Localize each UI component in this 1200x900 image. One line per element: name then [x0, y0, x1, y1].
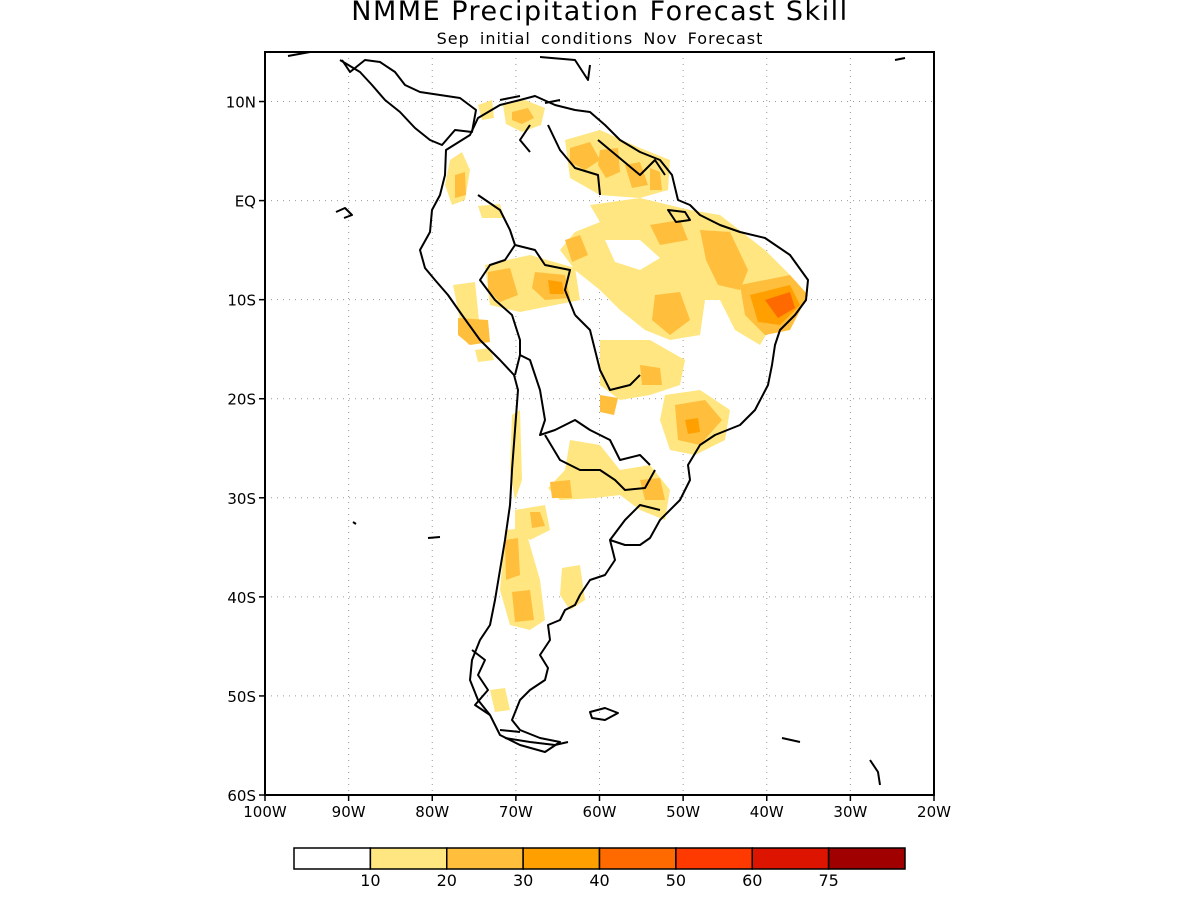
atlantic-islets: [352, 57, 906, 539]
skill-region-medium: [570, 142, 600, 170]
lat-tick-label: 10S: [227, 292, 256, 310]
skill-region-medium: [640, 365, 662, 385]
colorbar-label: 50: [666, 871, 686, 890]
colorbar-label: 20: [437, 871, 457, 890]
lat-tick-label: EQ: [235, 193, 256, 211]
skill-region-medium: [598, 148, 620, 178]
lon-tick-label: 80W: [415, 803, 449, 821]
skill-region-medium: [650, 168, 662, 190]
chile-archipelago: [471, 649, 491, 716]
lon-tick-label: 40W: [750, 803, 784, 821]
skill-region-strong: [685, 418, 700, 434]
skill-region-medium: [512, 590, 534, 622]
lon-tick-label: 30W: [833, 803, 867, 821]
skill-region-medium: [700, 230, 748, 290]
colorbar-swatch: [675, 847, 753, 870]
skill-region-medium: [565, 235, 588, 262]
skill-region-medium: [650, 220, 688, 245]
colorbar-swatch: [293, 847, 372, 870]
lat-tick-label: 50S: [227, 688, 256, 706]
lon-tick-label: 100W: [243, 803, 287, 821]
skill-region-medium: [640, 478, 665, 500]
skill-region-medium: [505, 538, 520, 580]
lat-tick-label: 20S: [227, 391, 256, 409]
skill-region-light: [490, 688, 510, 712]
central-america-coast: [287, 52, 477, 146]
skill-region-white-gap: [605, 240, 660, 270]
skill-region-strong: [548, 280, 564, 294]
country-borders: [477, 124, 666, 541]
lon-tick-label: 70W: [499, 803, 533, 821]
skill-region-intense: [765, 292, 795, 318]
tierra-del-fuego: [499, 729, 569, 746]
marajo-island: [667, 209, 691, 223]
lat-tick-label: 40S: [227, 589, 256, 607]
colorbar-swatch: [827, 847, 906, 870]
coastlines: [287, 52, 906, 786]
colorbar-swatch: [598, 847, 677, 870]
skill-shading: [445, 100, 808, 712]
colorbar-label: 30: [513, 871, 533, 890]
galapagos-islands: [335, 207, 353, 219]
lat-tick-label: 30S: [227, 490, 256, 508]
map-subtitle: Sep initial conditions Nov Forecast: [436, 29, 764, 48]
skill-region-light: [510, 410, 522, 500]
lon-tick-label: 20W: [917, 803, 951, 821]
colorbar-label: 40: [589, 871, 609, 890]
falkland-islands: [589, 707, 619, 721]
skill-region-medium: [512, 108, 534, 124]
colorbar-label: 75: [818, 871, 838, 890]
lat-tick-label: 60S: [227, 787, 256, 805]
south-georgia: [781, 737, 881, 786]
skill-region-medium: [488, 268, 518, 302]
skill-region-light: [560, 565, 585, 610]
map-title: NMME Precipitation Forecast Skill: [351, 0, 849, 27]
skill-region-medium: [455, 172, 466, 198]
lat-tick-label: 10N: [226, 94, 256, 112]
colorbar: 10 20 30 40 50 60 75: [293, 847, 906, 890]
colorbar-swatch: [522, 847, 601, 870]
skill-region-medium: [600, 395, 618, 415]
skill-region-light: [560, 198, 800, 345]
colorbar-label: 10: [360, 871, 380, 890]
colorbar-swatch: [751, 847, 830, 870]
lon-tick-label: 50W: [666, 803, 700, 821]
caribbean-islands: [499, 56, 591, 104]
skill-region-medium: [530, 512, 545, 528]
skill-region-light: [548, 440, 670, 520]
lon-tick-label: 60W: [583, 803, 617, 821]
skill-region-medium: [652, 292, 690, 335]
colorbar-swatch: [446, 847, 524, 870]
skill-region-medium: [550, 480, 572, 498]
skill-region-light: [475, 348, 494, 362]
colorbar-swatch: [369, 847, 448, 870]
lon-tick-label: 90W: [332, 803, 366, 821]
south-america-coastline: [419, 95, 809, 753]
colorbar-label: 60: [742, 871, 762, 890]
